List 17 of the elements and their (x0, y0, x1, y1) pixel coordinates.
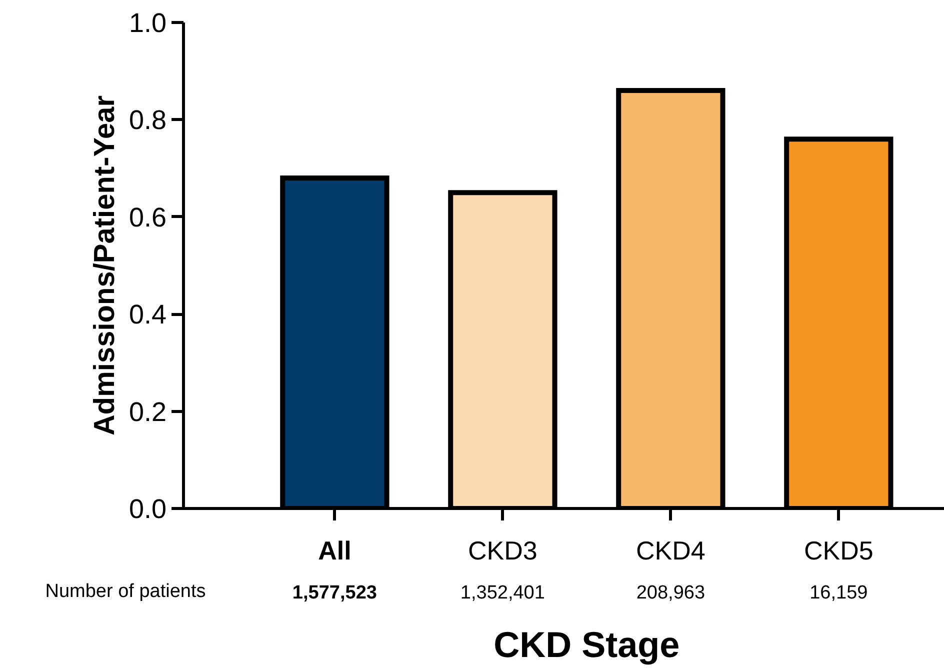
y-tick-label: 0.6 (128, 202, 167, 232)
text: 1,352,401 (460, 582, 545, 604)
y-axis-title: Admissions/Patient-Year (88, 95, 121, 436)
y-tick-label: 1.0 (128, 8, 167, 38)
text: 16,159 (810, 582, 868, 604)
x-tick-label: CKD5 (804, 536, 874, 566)
x-tick-label: CKD4 (636, 536, 706, 566)
x-tick-label: CKD3 (468, 536, 538, 566)
y-tick-label: 0.4 (128, 300, 167, 330)
text: 208,963 (636, 582, 706, 604)
y-tick-label: 0.0 (128, 494, 167, 524)
x-axis-title: CKD Stage (494, 624, 680, 665)
text: Number of patients (45, 581, 206, 602)
x-tick-label: All (318, 536, 352, 566)
text: 1,577,523 (292, 582, 377, 604)
y-tick-label: 0.8 (128, 105, 167, 136)
y-tick-label: 0.2 (128, 396, 167, 427)
